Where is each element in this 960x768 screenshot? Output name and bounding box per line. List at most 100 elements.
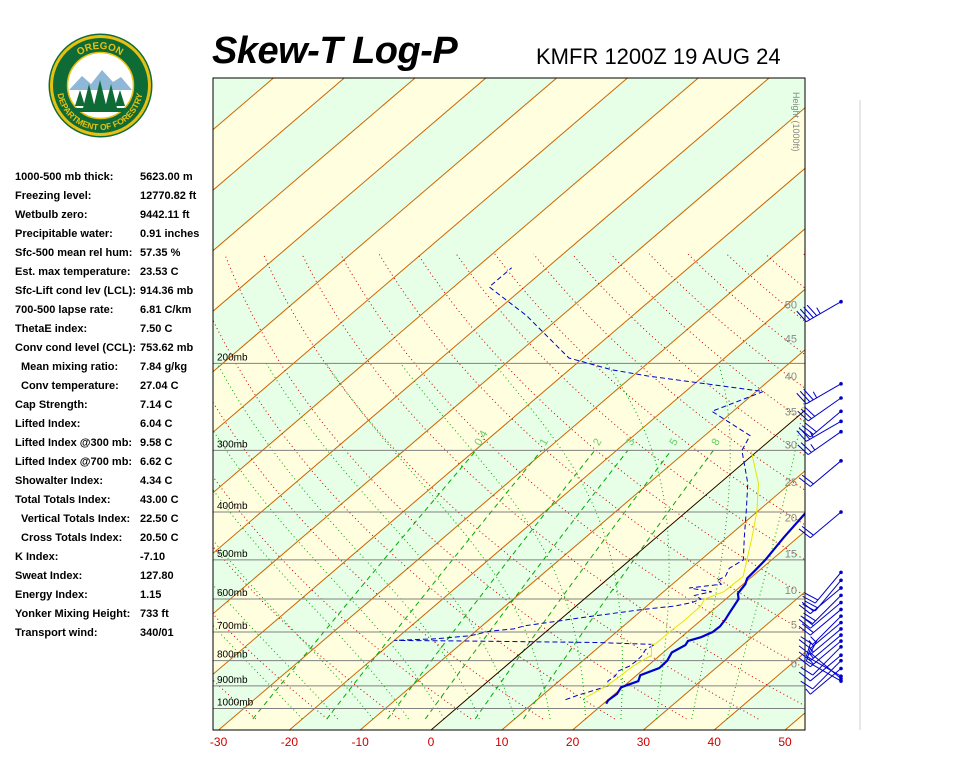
wind-barb-base <box>839 586 843 590</box>
parameter-row: Lifted Index @300 mb: 9.58 C <box>15 434 215 453</box>
wind-barb-half-flag <box>808 658 814 665</box>
isotherm-line <box>218 228 805 730</box>
parameter-label: Vertical Totals Index: <box>21 513 131 525</box>
wind-barb-staff <box>810 652 842 680</box>
isotherm-line <box>213 78 487 312</box>
isotherm-line <box>213 78 557 373</box>
mixing-ratio-line <box>523 450 714 720</box>
logo-top-text: OREGON <box>75 41 125 58</box>
x-tick-label: -30 <box>210 735 228 749</box>
wind-barb-base <box>839 593 843 598</box>
x-tick-label: 10 <box>495 735 509 749</box>
wind-barb-staff <box>814 572 842 604</box>
wind-barb-staff <box>806 301 842 323</box>
parameter-value: 733 ft <box>140 608 169 620</box>
isotherm-line <box>213 78 345 191</box>
wind-barb-flag <box>803 388 814 401</box>
parameter-value: 20.50 C <box>140 532 179 544</box>
wind-barb-staff <box>810 609 842 636</box>
wind-barb-flag <box>801 601 814 612</box>
wind-barb-base <box>839 382 843 386</box>
x-tick-label: -20 <box>281 735 299 749</box>
wind-barb-staff <box>807 431 842 456</box>
parameter-label: Energy Index: <box>15 589 88 601</box>
parameter-row: Lifted Index: 6.04 C <box>15 415 215 434</box>
isotherm-line <box>213 78 416 252</box>
wind-barb-flag <box>803 306 814 319</box>
isotherm-line <box>213 78 628 433</box>
wind-barb-base <box>839 459 843 463</box>
dry-adiabat <box>881 254 960 719</box>
parameter-row: Energy Index: 1.15 <box>15 586 215 605</box>
wind-barb-base <box>839 578 843 583</box>
wind-barb <box>796 299 843 323</box>
wind-barb-flag <box>798 671 811 682</box>
wind-barb-half-flag <box>808 652 814 659</box>
wind-barb-staff <box>806 655 842 677</box>
parameter-row: Cross Totals Index: 20.50 C <box>15 529 215 548</box>
height-tick-label: 5 <box>791 620 797 632</box>
parameter-value: 6.62 C <box>140 456 173 468</box>
parameter-row: Conv cond level (CCL): 753.62 mb <box>15 339 215 358</box>
dry-adiabat <box>224 253 687 720</box>
wind-barb-base <box>839 679 843 683</box>
dry-adiabat <box>378 253 805 633</box>
wind-barb-base <box>839 429 843 434</box>
isotherm-line <box>572 530 805 730</box>
wind-barb-staff <box>810 634 842 662</box>
parameter-label: Sweat Index: <box>15 570 83 582</box>
parameter-row: Mean mixing ratio: 7.84 g/kg <box>15 358 215 377</box>
pressure-label: 200mb <box>217 352 248 363</box>
moist-adiabat <box>691 363 731 720</box>
height-tick-label: 45 <box>785 333 797 345</box>
wind-barb-flag <box>805 647 812 662</box>
wind-barb <box>798 459 843 487</box>
moist-adiabat <box>213 429 445 720</box>
parameter-value: 914.36 mb <box>140 285 194 297</box>
moist-adiabat <box>216 363 480 720</box>
parameter-label: Lifted Index @300 mb: <box>15 437 133 449</box>
parameter-row: Sweat Index: 127.80 <box>15 567 215 586</box>
parameter-row: ThetaE index: 7.50 C <box>15 320 215 339</box>
parameter-row: 700-500 lapse rate: 6.81 C/km <box>15 301 215 320</box>
wind-barb-base <box>839 633 843 637</box>
parameter-row: Sfc-Lift cond lev (LCL): 914.36 mb <box>15 282 215 301</box>
pressure-label: 800mb <box>217 650 248 661</box>
dry-adiabat <box>533 253 805 491</box>
wind-barb-flag <box>798 639 811 649</box>
isotherm-line <box>359 349 805 730</box>
mixing-ratio-label: 5 <box>667 437 680 448</box>
isotherm-line <box>289 288 805 730</box>
x-tick-label: -10 <box>352 735 370 749</box>
parameter-label: Conv temperature: <box>21 380 119 392</box>
dry-adiabat <box>213 401 544 720</box>
parameter-value: 753.62 mb <box>140 342 194 354</box>
parameter-label: Mean mixing ratio: <box>21 361 119 373</box>
parameter-value: 4.34 C <box>140 475 173 487</box>
x-tick-label: 20 <box>566 735 580 749</box>
isotherm-line <box>0 78 203 730</box>
wind-barb-flag <box>801 616 814 627</box>
wind-barb-staff <box>810 511 842 539</box>
wind-barb-staff <box>807 397 842 422</box>
wind-barb <box>802 570 843 604</box>
sounding-parameters-panel: 1000-500 mb thick: 5623.00 m Freezing leve… <box>15 168 215 643</box>
wind-barb-flag <box>796 430 807 442</box>
wind-barb-base <box>839 396 843 400</box>
wind-barb-half-flag <box>805 688 811 695</box>
wind-barb-flag <box>801 474 814 485</box>
wind-barb-half-flag <box>816 307 821 314</box>
dry-adiabat <box>494 253 805 526</box>
station-time-subtitle: KMFR 1200Z 19 AUG 24 <box>536 44 781 69</box>
wind-barb-staff <box>806 420 842 442</box>
height-tick-label: 0 <box>791 658 797 670</box>
height-tick-label: 50 <box>785 300 797 312</box>
wind-barb-base <box>839 620 843 625</box>
parameter-row: Transport wind: 340/01 <box>15 624 215 643</box>
isotherm-line <box>501 470 805 730</box>
wind-barb-flag <box>809 640 818 654</box>
isotherm-line <box>213 167 805 675</box>
x-tick-label: 30 <box>637 735 651 749</box>
x-tick-label: 0 <box>428 735 435 749</box>
